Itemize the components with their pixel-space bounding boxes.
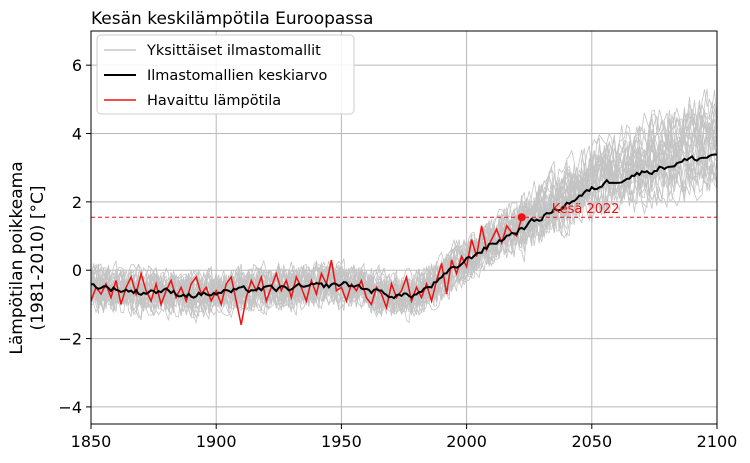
annotation-point xyxy=(517,213,526,222)
legend-label: Havaittu lämpötila xyxy=(147,93,281,109)
series-layer xyxy=(90,153,717,326)
model-run-line xyxy=(90,89,718,313)
model-run-line xyxy=(90,126,718,325)
x-tick-label: 1900 xyxy=(196,432,237,451)
model-run-line xyxy=(90,101,718,312)
y-axis-label-line1: Lämpötilan poikkeama xyxy=(7,161,27,354)
model-run-line xyxy=(90,137,718,313)
x-tick-label: 1950 xyxy=(321,432,362,451)
axis-ticks: 1850 1900 1950 2000 2050 2100 −4 −2 0 2 4 6 xyxy=(58,56,737,451)
y-tick-label: −2 xyxy=(58,330,82,349)
series-line-mean xyxy=(91,153,717,300)
annotation-label: Kesä 2022 xyxy=(552,202,620,217)
legend-label: Ilmastomallien keskiarvo xyxy=(147,68,327,84)
y-tick-label: 6 xyxy=(72,56,82,75)
x-tick-label: 2050 xyxy=(571,432,612,451)
y-tick-label: 0 xyxy=(72,261,82,280)
y-tick-label: −4 xyxy=(58,398,82,417)
model-spaghetti xyxy=(90,88,718,325)
x-tick-label: 2100 xyxy=(697,432,738,451)
y-tick-label: 4 xyxy=(72,125,82,144)
legend-box xyxy=(96,34,355,115)
y-tick-label: 2 xyxy=(72,193,82,212)
chart-title: Kesän keskilämpötila Euroopassa xyxy=(91,9,373,29)
plot-frame xyxy=(90,30,718,425)
x-tick-label: 1850 xyxy=(71,432,112,451)
annotation-layer: Kesä 2022 xyxy=(517,202,620,222)
model-run-line xyxy=(90,142,718,308)
y-axis-label: Lämpötilan poikkeama (1981-2010) [°C] xyxy=(7,161,48,354)
series-line-observed xyxy=(90,217,523,326)
x-tick-label: 2000 xyxy=(446,432,487,451)
y-axis-label-line2: (1981-2010) [°C] xyxy=(28,186,48,331)
legend-label: Yksittäiset ilmastomallit xyxy=(146,43,321,59)
legend: Yksittäiset ilmastomallit Ilmastomallien … xyxy=(96,34,355,115)
